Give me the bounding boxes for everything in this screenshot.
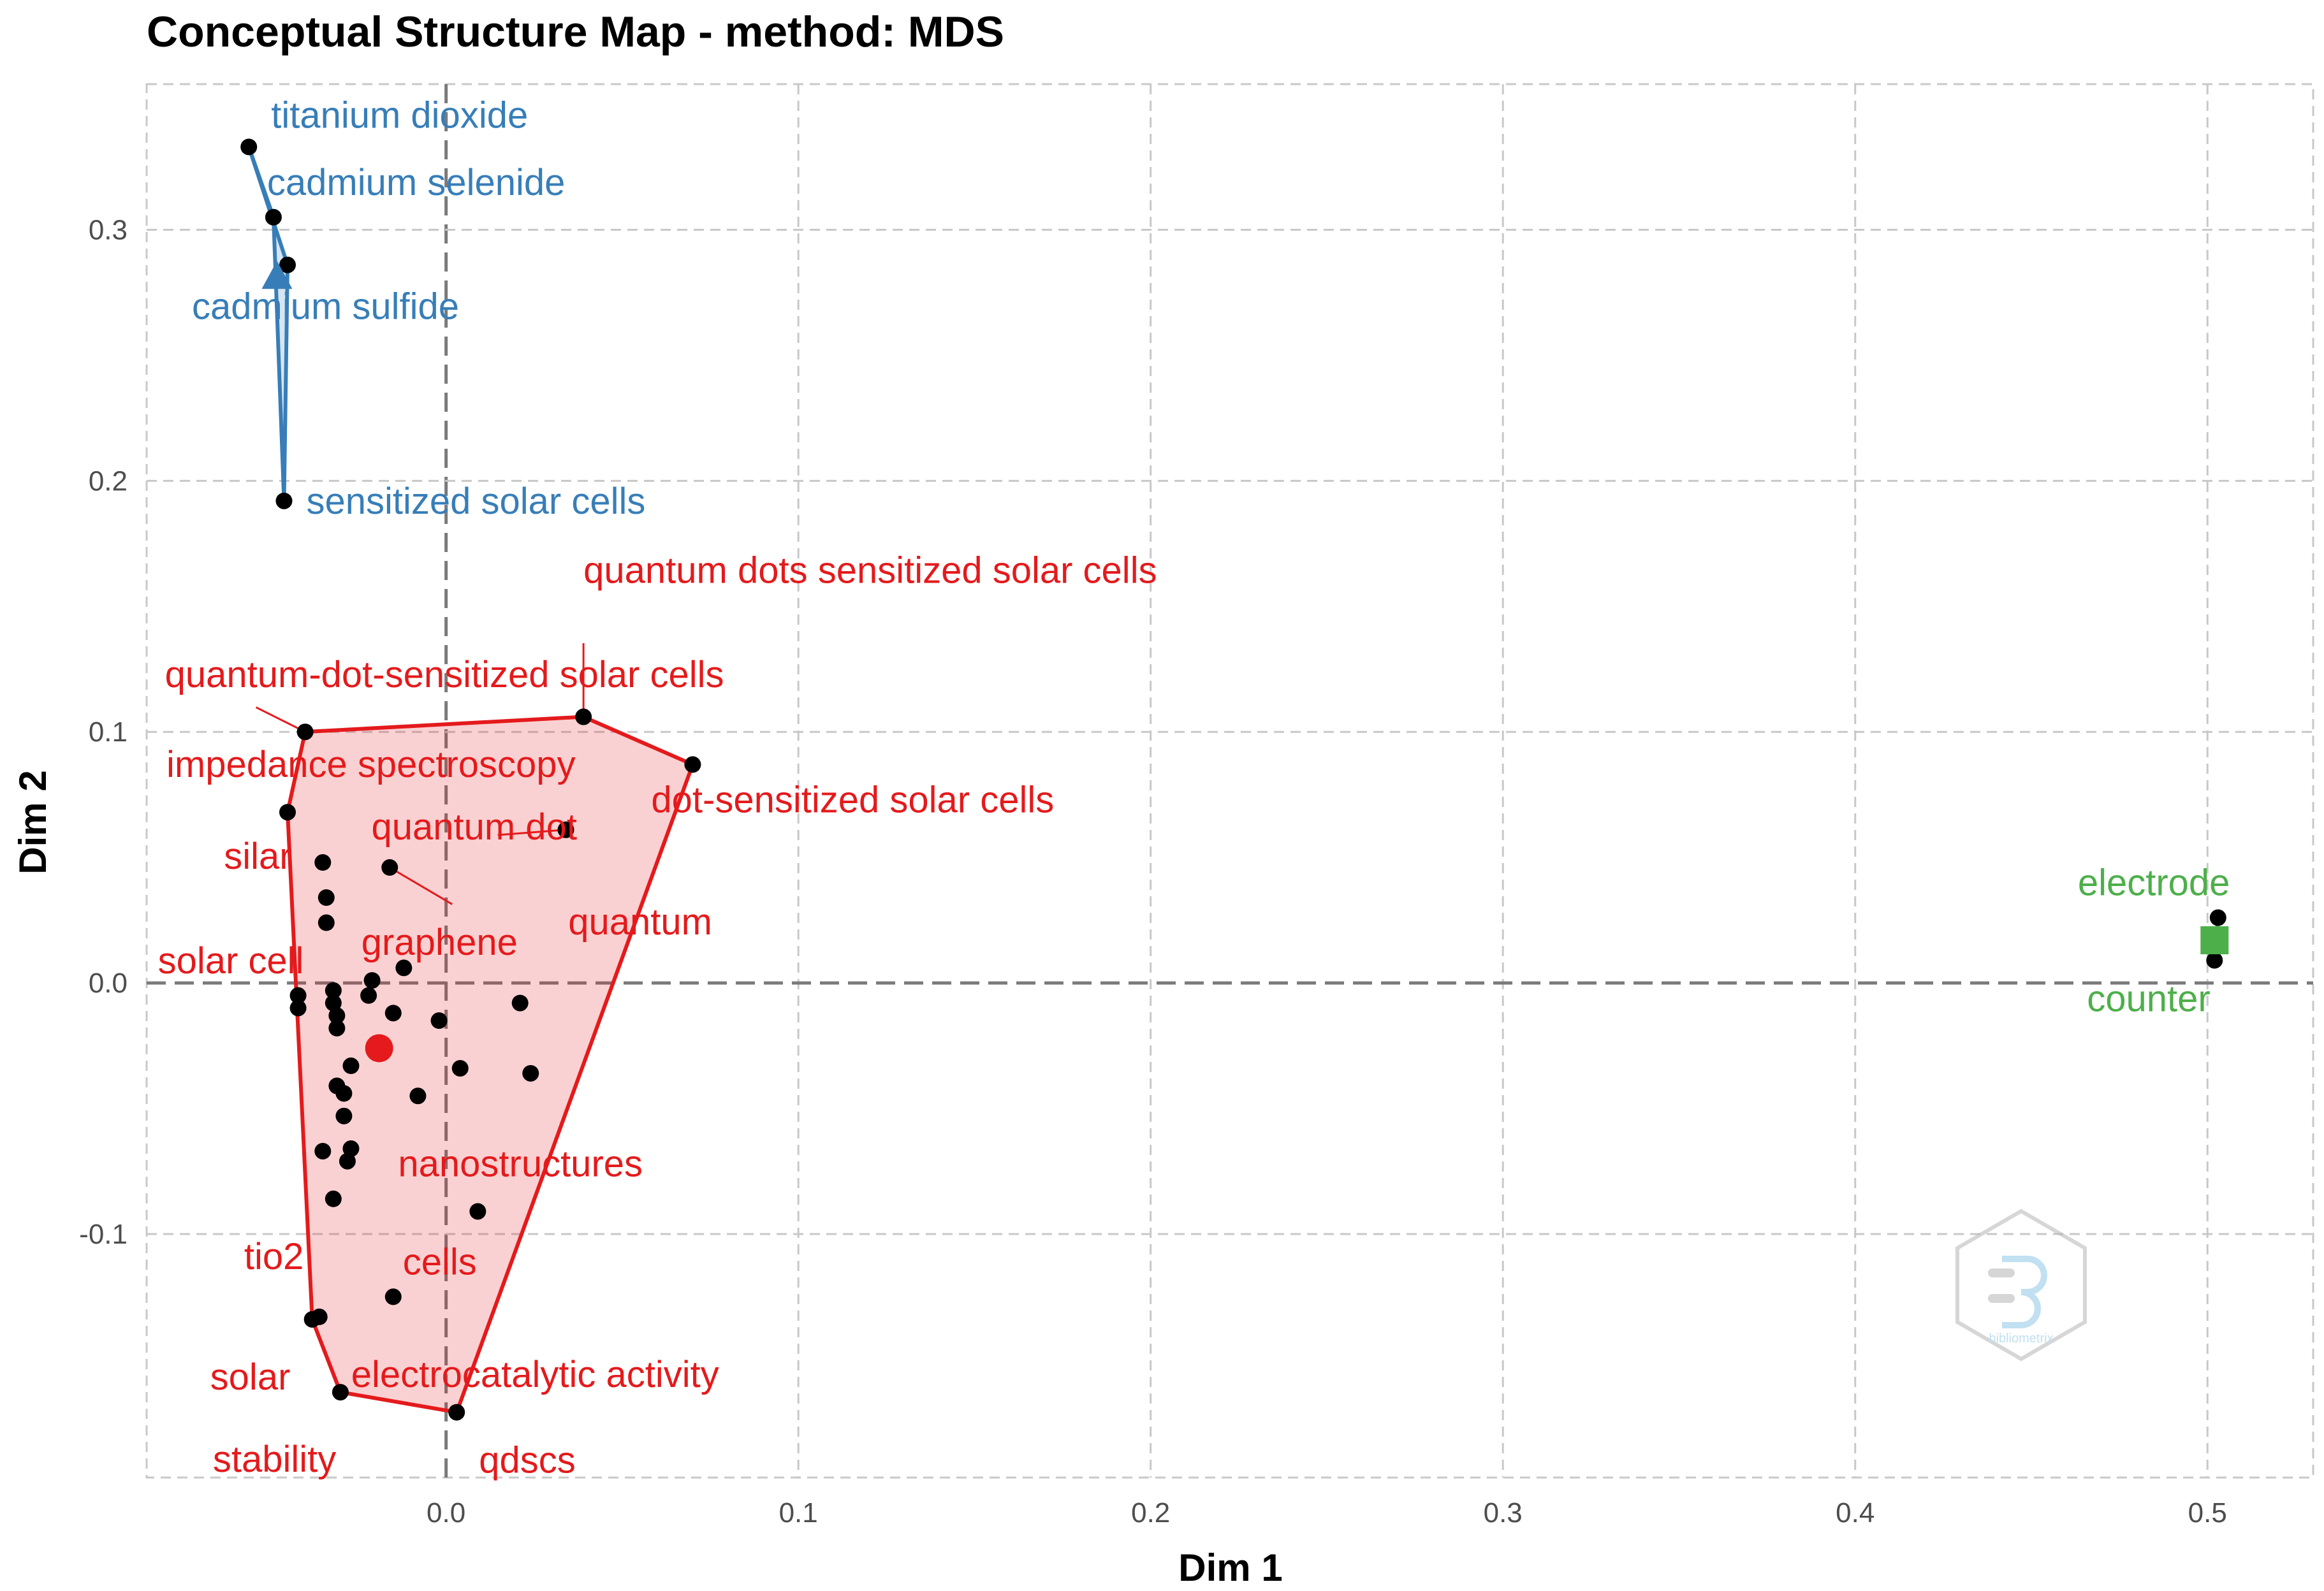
term-label: impedance spectroscopy bbox=[166, 744, 576, 785]
term-point bbox=[314, 1142, 332, 1159]
term-points bbox=[240, 138, 2229, 1421]
term-point bbox=[448, 1404, 465, 1421]
term-point bbox=[328, 1007, 346, 1024]
term-point bbox=[311, 1308, 328, 1325]
term-labels: quantum dots sensitized solar cells quant… bbox=[158, 94, 2230, 1481]
term-point bbox=[325, 994, 342, 1012]
term-point bbox=[451, 1059, 469, 1077]
term-point bbox=[381, 859, 398, 876]
term-point bbox=[335, 1107, 353, 1124]
term-point bbox=[522, 1064, 539, 1082]
term-point bbox=[360, 987, 377, 1004]
term-label: cadmium selenide bbox=[267, 162, 565, 203]
term-label: titanium dioxide bbox=[271, 94, 528, 136]
cluster-centroid-square bbox=[2200, 926, 2229, 955]
x-tick-label: 0.4 bbox=[1836, 1497, 1875, 1529]
label-leader-lines bbox=[255, 643, 585, 905]
term-point bbox=[335, 1085, 353, 1102]
cluster-centroid-circle bbox=[365, 1034, 393, 1063]
term-point bbox=[342, 1140, 360, 1158]
label-leader-line bbox=[497, 829, 566, 836]
x-tick-label: 0.2 bbox=[1131, 1497, 1170, 1529]
term-point bbox=[318, 889, 335, 906]
term-point bbox=[314, 854, 332, 871]
term-point bbox=[318, 914, 335, 931]
label-leader-line bbox=[255, 706, 306, 733]
term-point bbox=[289, 999, 307, 1017]
hexagon-icon bbox=[1955, 1209, 2087, 1362]
x-tick-label: 0.3 bbox=[1484, 1497, 1523, 1529]
term-point bbox=[684, 756, 701, 773]
term-point bbox=[325, 982, 342, 999]
term-point bbox=[325, 1190, 342, 1207]
term-label: graphene bbox=[362, 922, 518, 963]
bibliometrix-logo-icon: bibliometrix bbox=[1955, 1209, 2087, 1362]
term-label: electrocatalytic activity bbox=[351, 1354, 719, 1395]
bar-top-icon bbox=[1988, 1268, 2015, 1277]
y-axis-title: Dim 2 bbox=[11, 770, 54, 874]
term-point bbox=[469, 1203, 486, 1220]
term-point bbox=[332, 1384, 349, 1401]
term-point bbox=[265, 208, 282, 226]
term-point bbox=[328, 1019, 346, 1036]
term-point bbox=[339, 1152, 356, 1170]
term-point bbox=[2209, 909, 2226, 926]
term-label: quantum dots sensitized solar cells bbox=[583, 550, 1157, 592]
x-axis-title: Dim 1 bbox=[1178, 1546, 1282, 1589]
term-point bbox=[384, 1288, 402, 1305]
plot-border bbox=[145, 83, 2314, 1479]
term-label: counter bbox=[2087, 978, 2210, 1020]
term-point bbox=[289, 987, 307, 1004]
bar-bottom-icon bbox=[1988, 1294, 2015, 1303]
term-label: sensitized solar cells bbox=[306, 481, 645, 522]
term-label: dot-sensitized solar cells bbox=[651, 779, 1054, 820]
term-label: quantum-dot-sensitized solar cells bbox=[165, 654, 724, 695]
letter-b-icon bbox=[2002, 1256, 2047, 1328]
term-point bbox=[240, 138, 258, 156]
y-tick-label: 0.0 bbox=[89, 968, 128, 999]
term-point bbox=[575, 708, 592, 725]
chart-title: Conceptual Structure Map - method: MDS bbox=[147, 8, 1004, 56]
term-label: qdscs bbox=[479, 1440, 576, 1481]
term-point bbox=[363, 972, 381, 989]
term-label: electrode bbox=[2078, 862, 2230, 904]
term-point bbox=[279, 256, 296, 273]
term-point bbox=[511, 994, 529, 1012]
grid-layer bbox=[145, 83, 2314, 1479]
term-point bbox=[2206, 952, 2223, 969]
term-label: solar cell bbox=[158, 940, 304, 982]
term-point bbox=[279, 804, 296, 821]
term-point bbox=[395, 959, 413, 977]
x-tick-label: 0.1 bbox=[779, 1497, 818, 1529]
term-label: quantum bbox=[568, 901, 712, 943]
term-point bbox=[409, 1087, 427, 1105]
term-point bbox=[430, 1012, 448, 1029]
cluster-centroid-triangle bbox=[261, 261, 293, 289]
watermark-text: bibliometrix bbox=[1989, 1332, 2053, 1346]
term-label: quantum dot bbox=[371, 806, 576, 848]
term-point bbox=[557, 821, 574, 838]
y-tick-label: 0.2 bbox=[89, 465, 128, 497]
term-label: solar bbox=[210, 1356, 291, 1398]
label-leader-line bbox=[389, 866, 453, 905]
term-label: cells bbox=[403, 1241, 477, 1282]
term-point bbox=[384, 1005, 402, 1022]
y-tick-label: 0.3 bbox=[89, 214, 128, 245]
term-label: nanostructures bbox=[398, 1143, 643, 1184]
term-point bbox=[296, 723, 314, 741]
term-label: cadmium sulfide bbox=[192, 286, 459, 328]
term-label: tio2 bbox=[244, 1236, 304, 1277]
x-tick-label: 0.0 bbox=[427, 1497, 465, 1529]
term-point bbox=[342, 1057, 360, 1075]
term-label: stability bbox=[213, 1439, 336, 1480]
axis-tick-labels: 0.0 0.1 0.2 0.3 0.4 0.5 -0.1 0.0 0.1 0.2 0.3 bbox=[79, 214, 2227, 1529]
term-point bbox=[275, 492, 293, 509]
y-tick-label: 0.1 bbox=[89, 716, 128, 748]
x-tick-label: 0.5 bbox=[2188, 1497, 2227, 1529]
y-tick-label: -0.1 bbox=[79, 1219, 128, 1250]
term-label: silar bbox=[224, 836, 291, 877]
cluster-1-hull bbox=[286, 715, 695, 1414]
